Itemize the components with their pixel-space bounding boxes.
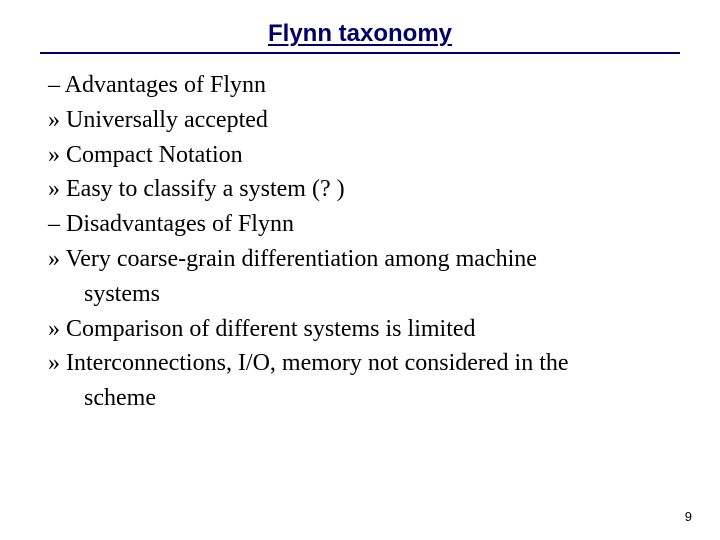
body-line-continuation: systems bbox=[48, 277, 680, 312]
body-line: » Compact Notation bbox=[48, 138, 680, 173]
slide: Flynn taxonomy – Advantages of Flynn » U… bbox=[0, 0, 720, 540]
slide-body: – Advantages of Flynn » Universally acce… bbox=[40, 68, 680, 416]
body-line: » Comparison of different systems is lim… bbox=[48, 312, 680, 347]
body-line-continuation: scheme bbox=[48, 381, 680, 416]
body-line: » Easy to classify a system (? ) bbox=[48, 172, 680, 207]
slide-title: Flynn taxonomy bbox=[268, 20, 452, 48]
title-wrap: Flynn taxonomy bbox=[40, 20, 680, 48]
body-line: » Very coarse-grain differentiation amon… bbox=[48, 242, 680, 277]
page-number: 9 bbox=[685, 509, 692, 524]
body-line: » Interconnections, I/O, memory not cons… bbox=[48, 346, 680, 381]
body-line: – Advantages of Flynn bbox=[48, 68, 680, 103]
body-line: – Disadvantages of Flynn bbox=[48, 207, 680, 242]
title-rule bbox=[40, 52, 680, 54]
body-line: » Universally accepted bbox=[48, 103, 680, 138]
